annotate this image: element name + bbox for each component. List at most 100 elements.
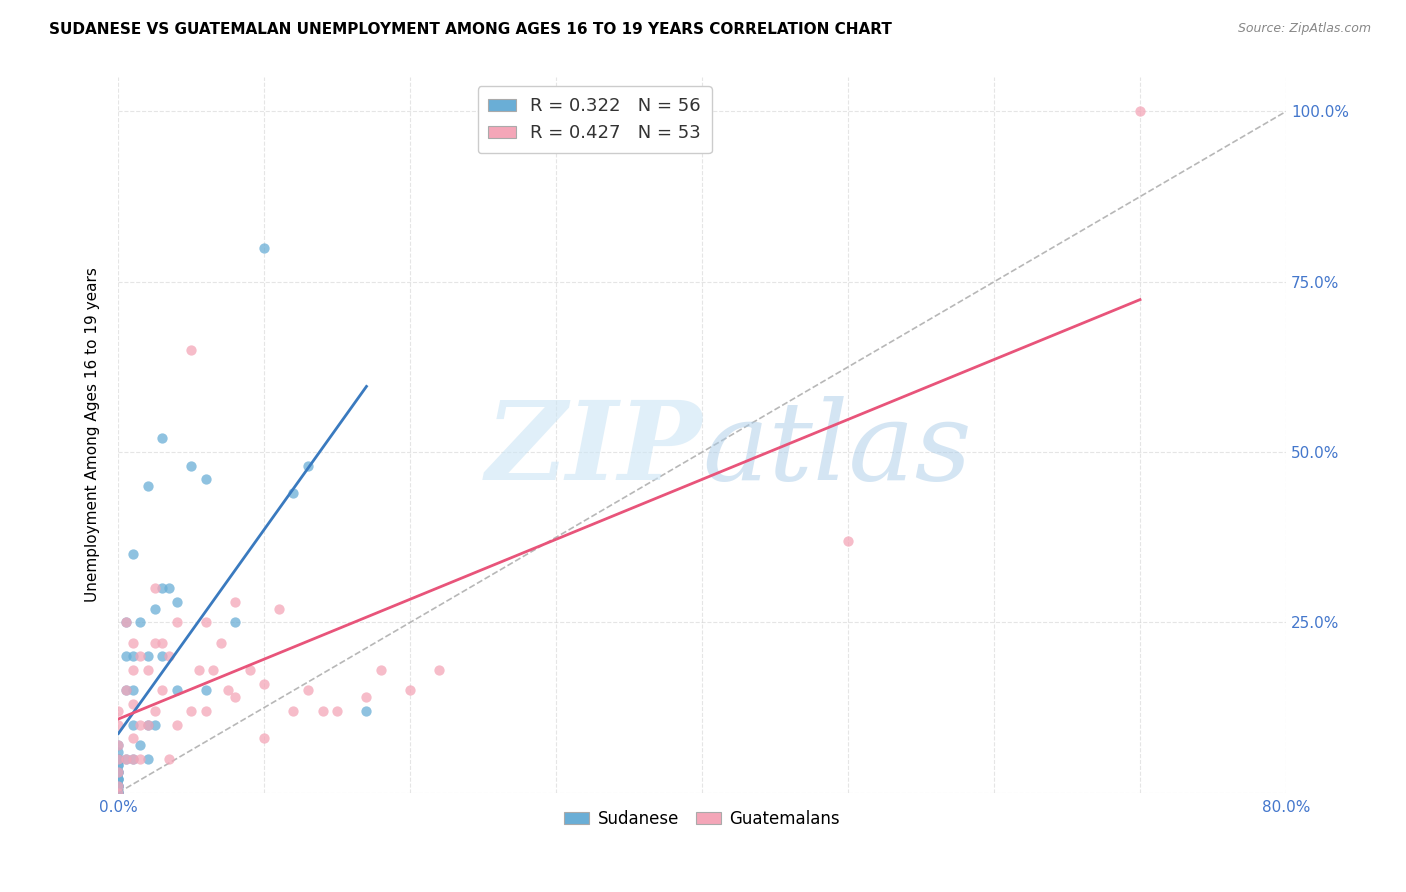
Point [253, 731, 276, 746]
Point [224, 595, 246, 609]
Point [224, 615, 246, 630]
Point [143, 582, 166, 596]
Point [107, 786, 129, 800]
Point [136, 751, 159, 765]
Point [114, 615, 136, 630]
Point [107, 786, 129, 800]
Point [166, 717, 188, 731]
Point [107, 786, 129, 800]
Point [107, 745, 129, 759]
Point [122, 731, 145, 746]
Point [129, 738, 152, 752]
Point [187, 663, 209, 677]
Point [194, 615, 217, 630]
Point [107, 786, 129, 800]
Point [107, 751, 129, 765]
Point [166, 595, 188, 609]
Point [399, 683, 422, 698]
Point [159, 649, 181, 664]
Point [107, 786, 129, 800]
Point [107, 779, 129, 793]
Point [253, 676, 276, 690]
Point [122, 636, 145, 650]
Point [159, 582, 181, 596]
Point [107, 738, 129, 752]
Point [129, 649, 152, 664]
Point [267, 601, 290, 615]
Point [122, 649, 145, 664]
Point [107, 786, 129, 800]
Point [107, 738, 129, 752]
Point [114, 683, 136, 698]
Point [129, 751, 152, 765]
Point [143, 717, 166, 731]
Point [107, 772, 129, 786]
Point [136, 649, 159, 664]
Point [107, 751, 129, 765]
Point [107, 765, 129, 780]
Point [107, 779, 129, 793]
Point [326, 704, 349, 718]
Point [122, 547, 145, 561]
Point [107, 765, 129, 780]
Point [312, 704, 335, 718]
Legend: Sudanese, Guatemalans: Sudanese, Guatemalans [558, 803, 846, 834]
Point [107, 779, 129, 793]
Point [107, 751, 129, 765]
Point [122, 717, 145, 731]
Point [107, 765, 129, 780]
Point [107, 772, 129, 786]
Point [114, 751, 136, 765]
Point [107, 786, 129, 800]
Point [239, 663, 262, 677]
Point [107, 758, 129, 772]
Point [150, 582, 173, 596]
Point [150, 432, 173, 446]
Point [114, 615, 136, 630]
Y-axis label: Unemployment Among Ages 16 to 19 years: Unemployment Among Ages 16 to 19 years [86, 268, 100, 602]
Point [1129, 104, 1152, 119]
Point [122, 751, 145, 765]
Point [107, 758, 129, 772]
Point [143, 601, 166, 615]
Point [217, 683, 239, 698]
Point [107, 704, 129, 718]
Text: atlas: atlas [702, 395, 972, 503]
Point [166, 683, 188, 698]
Point [107, 779, 129, 793]
Point [129, 615, 152, 630]
Point [122, 683, 145, 698]
Point [136, 717, 159, 731]
Point [114, 649, 136, 664]
Point [122, 663, 145, 677]
Point [370, 663, 392, 677]
Point [107, 786, 129, 800]
Point [150, 636, 173, 650]
Point [150, 683, 173, 698]
Point [107, 765, 129, 780]
Point [283, 486, 305, 500]
Point [143, 636, 166, 650]
Point [107, 751, 129, 765]
Point [283, 704, 305, 718]
Point [143, 704, 166, 718]
Point [297, 683, 319, 698]
Point [122, 751, 145, 765]
Point [136, 479, 159, 493]
Point [136, 717, 159, 731]
Point [180, 704, 202, 718]
Point [114, 751, 136, 765]
Point [297, 458, 319, 473]
Point [122, 697, 145, 711]
Point [837, 533, 859, 548]
Point [356, 690, 378, 705]
Point [114, 683, 136, 698]
Point [107, 717, 129, 731]
Point [202, 663, 225, 677]
Point [224, 690, 246, 705]
Point [209, 636, 232, 650]
Point [194, 683, 217, 698]
Point [107, 772, 129, 786]
Point [136, 663, 159, 677]
Point [150, 649, 173, 664]
